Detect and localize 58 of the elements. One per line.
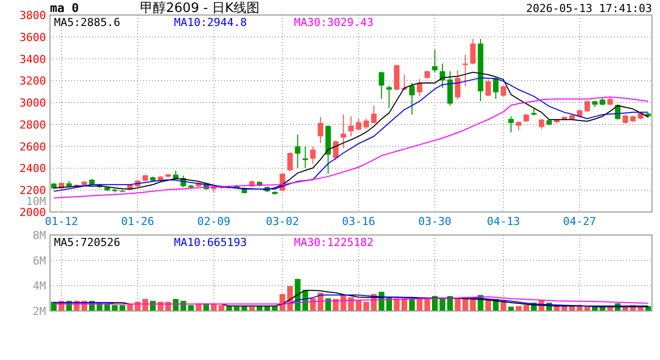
text: MA5:720526 <box>54 236 120 249</box>
x-tick-label: 01-26 <box>121 215 154 228</box>
y-tick-label: 3000 <box>20 96 46 110</box>
y-tick-label: 2M <box>32 305 46 318</box>
candlestick <box>287 152 293 172</box>
candlestick <box>485 79 491 97</box>
candlestick <box>340 114 346 148</box>
candlestick <box>310 146 316 164</box>
candlestick <box>584 100 590 112</box>
text: MA5:2885.6 <box>54 16 120 29</box>
text: 10M <box>26 195 46 208</box>
y-tick-label: 3400 <box>20 52 46 66</box>
x-tick-label: 03-30 <box>418 215 452 228</box>
candlestick <box>416 78 422 97</box>
y-tick-label: 2800 <box>20 118 46 132</box>
candlestick <box>500 85 506 97</box>
candlestick <box>371 105 377 124</box>
text: MA30:1225182 <box>294 236 374 249</box>
candlestick <box>302 146 308 169</box>
y-tick-label: 2200 <box>20 184 46 198</box>
y-tick-label: 2000 <box>20 206 46 219</box>
candlestick <box>318 116 324 144</box>
candlestick <box>386 85 392 108</box>
candlestick <box>333 140 339 161</box>
candlestick <box>538 118 544 130</box>
x-tick-label: 03-02 <box>266 215 299 228</box>
candlestick <box>454 70 460 100</box>
text: 2026-05-13 17:41:03 <box>526 2 652 15</box>
y-tick-label: 3200 <box>20 74 46 88</box>
candlestick <box>378 71 384 100</box>
y-tick-label: 2400 <box>20 162 46 176</box>
candlestick <box>470 38 476 65</box>
x-tick-label: 03-16 <box>342 215 376 228</box>
x-tick-label: 04-27 <box>563 215 596 228</box>
candlestick <box>462 54 468 87</box>
chart-title: 甲醇2609 - 日K线图 <box>140 1 260 16</box>
y-tick-label: 2600 <box>20 140 46 154</box>
line-series <box>53 96 649 198</box>
y-tick-label: 8M <box>32 229 46 242</box>
text: MA10:665193 <box>174 236 247 249</box>
candlestick <box>363 118 369 130</box>
x-tick-label: 02-09 <box>197 215 230 228</box>
candlestick <box>409 82 415 116</box>
text: MA30:3029.43 <box>294 16 374 29</box>
candlestick <box>493 77 499 100</box>
candlestick <box>432 49 438 73</box>
x-tick-label: 01-12 <box>44 215 78 228</box>
candlestick <box>348 116 354 137</box>
y-tick-label: 3600 <box>20 30 46 44</box>
text: MA10:2944.8 <box>174 16 247 29</box>
candlestick <box>356 118 362 131</box>
y-tick-label: 4M <box>32 280 46 293</box>
y-tick-label: 3800 <box>20 9 46 22</box>
candlestick <box>294 134 300 169</box>
y-tick-label: 6M <box>32 254 46 268</box>
text: ma 0 <box>50 1 79 15</box>
x-tick-label: 04-13 <box>486 215 520 228</box>
candlestick <box>508 116 514 133</box>
